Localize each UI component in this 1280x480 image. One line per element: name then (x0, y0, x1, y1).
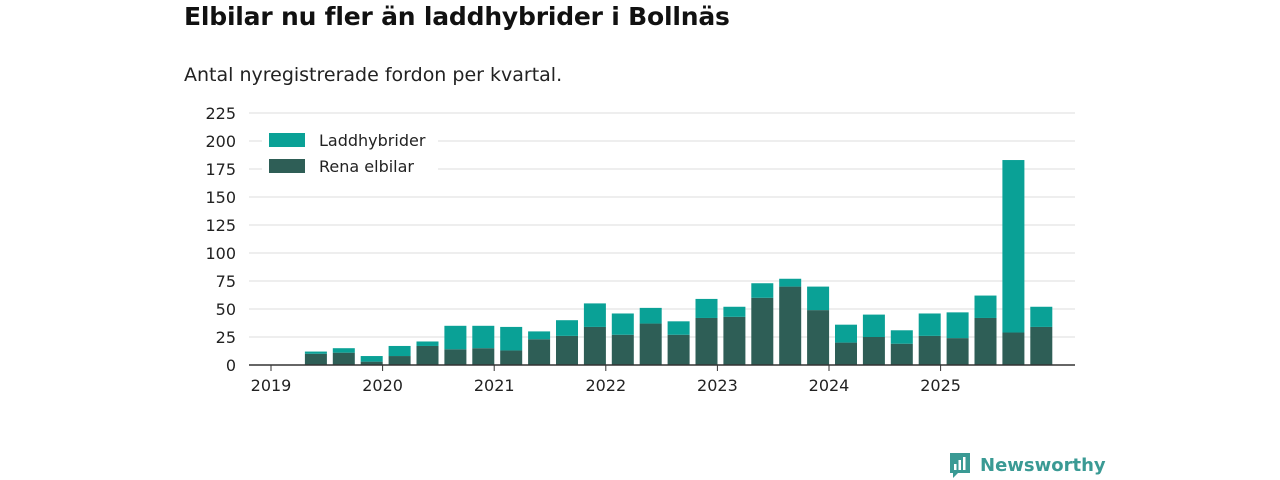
x-tick-label: 2022 (585, 376, 626, 395)
bar-laddhybrider (835, 324, 857, 343)
bar-rena-elbilar (611, 334, 634, 365)
bar-rena-elbilar (1030, 326, 1053, 365)
bar-laddhybrider (388, 345, 411, 357)
bar-rena-elbilar (472, 348, 495, 365)
bar-rena-elbilar (444, 349, 467, 365)
bar-rena-elbilar (779, 286, 802, 365)
bar-rena-elbilar (807, 310, 830, 365)
bar-laddhybrider (890, 330, 913, 344)
bar-laddhybrider (528, 331, 551, 340)
bar-laddhybrider (444, 325, 467, 350)
bar-rena-elbilar (835, 342, 857, 365)
bar-laddhybrider (751, 283, 774, 298)
bar-rena-elbilar (500, 350, 523, 365)
bar-laddhybrider (918, 313, 941, 336)
y-tick-label: 0 (226, 356, 236, 375)
bar-rena-elbilar (528, 339, 551, 365)
bar-rena-elbilar (388, 356, 411, 365)
bar-rena-elbilar (360, 361, 383, 365)
stacked-bar-chart: 0 25 50 75 100 125 150 175 200 225 2019 2020 2021 202… (205, 104, 1075, 395)
bar-rena-elbilar (723, 316, 746, 365)
y-tick-label: 75 (216, 272, 236, 291)
bar-rena-elbilar (416, 345, 439, 365)
bar-laddhybrider (416, 341, 439, 346)
y-tick-label: 50 (216, 300, 236, 319)
bar-laddhybrider (723, 306, 746, 317)
y-tick-label: 125 (205, 216, 236, 235)
bar-rena-elbilar (667, 334, 690, 365)
x-tick-label: 2024 (809, 376, 850, 395)
bar-laddhybrider (695, 298, 718, 318)
bar-laddhybrider (360, 356, 383, 362)
legend-label: Rena elbilar (319, 157, 414, 176)
bar-laddhybrider (779, 278, 802, 287)
bar-laddhybrider (639, 307, 662, 324)
bar-laddhybrider (1002, 160, 1025, 333)
bar-laddhybrider (500, 326, 523, 351)
chart-subtitle: Antal nyregistrerade fordon per kvartal. (184, 64, 563, 86)
legend-swatch (269, 159, 305, 173)
legend-swatch (269, 133, 305, 147)
brand-name: Newsworthy (980, 454, 1106, 476)
bar-laddhybrider (1030, 306, 1053, 327)
bar-rena-elbilar (556, 335, 578, 365)
bar-rena-elbilar (918, 335, 941, 365)
bar-laddhybrider (472, 325, 495, 349)
bar-laddhybrider (304, 351, 327, 354)
bar-rena-elbilar (304, 353, 327, 365)
bar-laddhybrider (974, 295, 997, 318)
y-tick-label: 25 (216, 328, 236, 347)
bar-laddhybrider (667, 321, 690, 335)
newsworthy-logo-icon (950, 453, 970, 478)
bar-laddhybrider (556, 320, 578, 336)
y-tick-label: 150 (205, 188, 236, 207)
bar-rena-elbilar (751, 297, 774, 365)
chart-title: Elbilar nu fler än laddhybrider i Bollnä… (184, 2, 730, 31)
bar-rena-elbilar (946, 338, 969, 365)
y-tick-label: 100 (205, 244, 236, 263)
x-tick-label: 2019 (251, 376, 292, 395)
y-tick-label: 175 (205, 160, 236, 179)
bar-laddhybrider (611, 313, 634, 335)
legend-label: Laddhybrider (319, 131, 426, 150)
bar-rena-elbilar (862, 337, 885, 365)
y-tick-label: 200 (205, 132, 236, 151)
bar-rena-elbilar (695, 317, 718, 365)
bar-laddhybrider (583, 303, 606, 327)
brand-logo: Newsworthy (948, 450, 1106, 480)
bar-rena-elbilar (974, 317, 997, 365)
bar-rena-elbilar (890, 343, 913, 365)
x-tick-label: 2020 (362, 376, 403, 395)
bar-rena-elbilar (639, 323, 662, 365)
x-tick-label: 2021 (474, 376, 515, 395)
bar-laddhybrider (332, 348, 355, 353)
bar-rena-elbilar (1002, 332, 1025, 365)
bar-laddhybrider (946, 312, 969, 339)
bar-rena-elbilar (583, 326, 606, 365)
bar-rena-elbilar (332, 352, 355, 365)
bar-laddhybrider (807, 286, 830, 311)
bar-laddhybrider (862, 314, 885, 337)
x-tick-label: 2025 (920, 376, 961, 395)
x-tick-label: 2023 (697, 376, 738, 395)
y-tick-label: 225 (205, 104, 236, 123)
